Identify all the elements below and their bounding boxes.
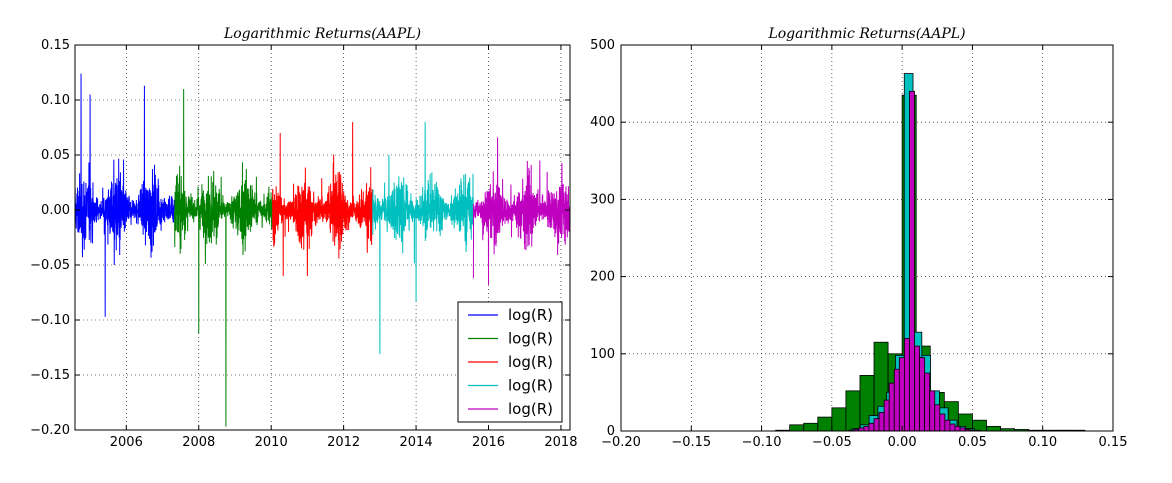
legend-label: log(R): [508, 306, 553, 324]
timeseries-x-tick-label: 2016: [472, 435, 505, 450]
histogram-bar: [789, 424, 805, 432]
timeseries-ticks: 2006 2008 2010 2012 2014 2016 2018 0.15 0.10 0.05…: [30, 38, 577, 450]
timeseries-y-tick-label: 0.05: [41, 148, 70, 163]
timeseries-series-line: [75, 73, 175, 317]
histogram-bar: [873, 418, 880, 432]
histogram-y-tick-label: 400: [590, 115, 615, 130]
histogram-x-tick-label: −0.20: [601, 435, 641, 450]
histogram-bar: [831, 407, 847, 432]
legend-label: log(R): [508, 330, 553, 348]
histogram-bar: [863, 425, 870, 432]
histogram-bar: [893, 368, 900, 432]
timeseries-x-tick-label: 2012: [327, 435, 360, 450]
histogram-y-tick-label: 200: [590, 270, 615, 285]
timeseries-y-tick-label: 0.00: [41, 203, 70, 218]
histogram-y-tick-label: 100: [590, 347, 615, 362]
histogram-bar: [903, 337, 910, 432]
histogram-bar: [954, 425, 961, 432]
timeseries-y-tick-label: −0.20: [30, 423, 70, 438]
timeseries-x-tick-label: 2010: [255, 435, 288, 450]
timeseries-panel: 2006 2008 2010 2012 2014 2016 2018 0.15 0.10 0.05…: [30, 26, 577, 450]
histogram-x-tick-label: 0.15: [1099, 435, 1128, 450]
histogram-plot-frame: [620, 44, 1114, 432]
histogram-title: Logarithmic Returns(AAPL): [767, 26, 965, 42]
timeseries-y-tick-label: −0.15: [30, 368, 70, 383]
timeseries-y-tick-label: 0.10: [41, 93, 70, 108]
histogram-bar: [949, 423, 956, 432]
timeseries-x-tick-label: 2008: [182, 435, 215, 450]
histogram-x-tick-label: 0.10: [1028, 435, 1057, 450]
histogram-bar: [803, 422, 819, 432]
histogram-y-tick-label: 300: [590, 192, 615, 207]
histogram-bar: [817, 416, 833, 432]
histogram-bar: [919, 357, 926, 432]
histogram-x-tick-label: −0.15: [671, 435, 711, 450]
histogram-bar: [986, 425, 1001, 432]
legend-label: log(R): [508, 377, 553, 395]
histogram-grid: [620, 44, 1114, 432]
histogram-bar: [878, 412, 885, 432]
histogram-x-tick-label: 0.00: [888, 435, 917, 450]
histogram-ticks: −0.20 −0.15 −0.10 −0.05 0.00 0.05 0.10 0.15 500 4…: [590, 38, 1127, 450]
histogram-x-tick-label: −0.05: [812, 435, 852, 450]
timeseries-x-tick-label: 2018: [544, 435, 577, 450]
histogram-panel: −0.20 −0.15 −0.10 −0.05 0.00 0.05 0.10 0.15 500 4…: [590, 26, 1127, 450]
histogram-bar: [924, 372, 931, 432]
timeseries-title: Logarithmic Returns(AAPL): [223, 26, 421, 42]
histogram-bar: [909, 90, 915, 432]
histogram-bar: [934, 404, 941, 432]
timeseries-series-line: [272, 121, 373, 277]
histogram-bar: [929, 390, 936, 432]
timeseries-series-line: [372, 121, 474, 355]
timeseries-legend: log(R) log(R) log(R) log(R) log(R): [457, 301, 563, 423]
histogram-bar: [939, 413, 946, 432]
histogram-bar: [883, 399, 890, 432]
timeseries-series-line: [472, 137, 570, 285]
histogram-y-tick-label: 0: [607, 424, 615, 439]
histogram-bar: [888, 382, 895, 432]
histogram-bar: [868, 422, 875, 432]
timeseries-y-tick-label: −0.05: [30, 258, 70, 273]
timeseries-y-tick-label: −0.10: [30, 313, 70, 328]
timeseries-plot-frame: [74, 44, 571, 431]
timeseries-lines: [75, 73, 570, 427]
histogram-bar: [914, 345, 920, 432]
histogram-bar: [845, 390, 861, 432]
histogram-y-tick-label: 500: [590, 38, 615, 53]
timeseries-x-tick-label: 2006: [110, 435, 143, 450]
histogram-bars: [775, 73, 1086, 432]
timeseries-series-line: [174, 88, 273, 427]
histogram-bar: [944, 419, 951, 432]
histogram-x-tick-label: 0.05: [958, 435, 987, 450]
histogram-bar: [898, 357, 905, 432]
legend-label: log(R): [508, 353, 553, 371]
timeseries-x-tick-label: 2014: [400, 435, 433, 450]
histogram-x-tick-label: −0.10: [742, 435, 782, 450]
legend-label: log(R): [508, 400, 553, 418]
timeseries-y-tick-label: 0.15: [41, 38, 70, 53]
